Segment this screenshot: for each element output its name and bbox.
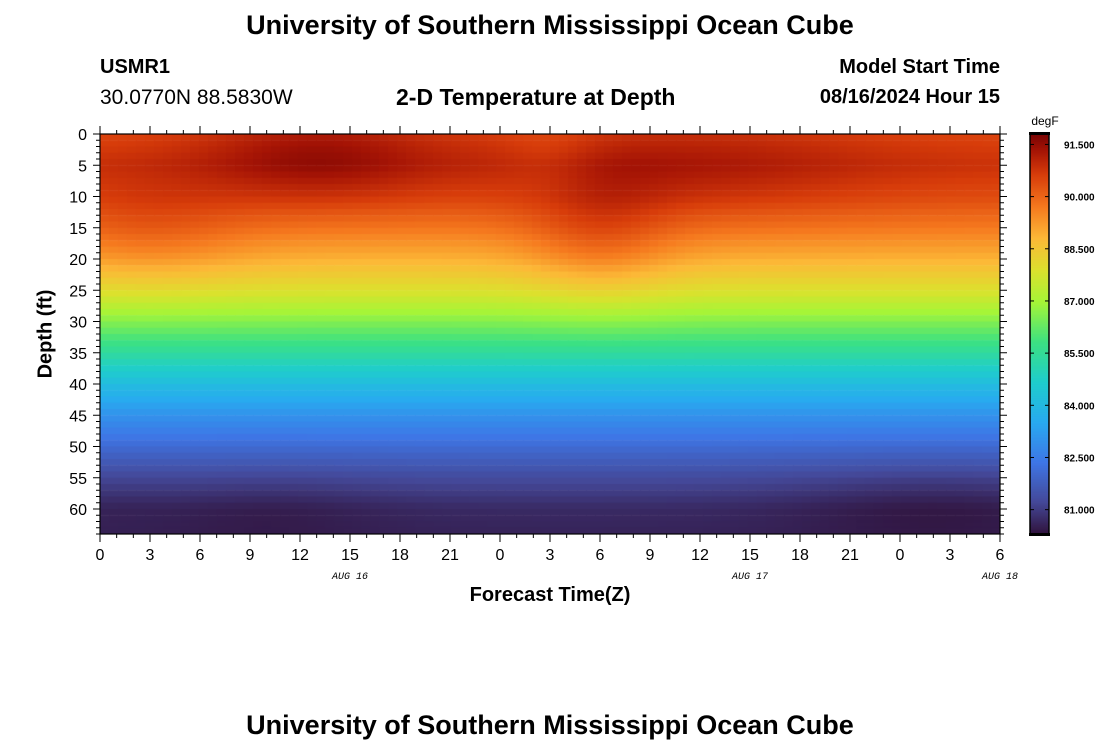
x-tick-label: 0 bbox=[496, 547, 505, 564]
x-tick-label: 0 bbox=[896, 547, 905, 564]
temperature-heatmap bbox=[100, 134, 1000, 534]
x-date-label: AUG 16 bbox=[331, 572, 368, 583]
x-tick-label: 6 bbox=[196, 547, 205, 564]
x-tick-label: 0 bbox=[96, 547, 105, 564]
page-title: University of Southern Mississippi Ocean… bbox=[246, 10, 854, 40]
y-tick-label: 60 bbox=[69, 502, 87, 519]
y-tick-label: 30 bbox=[69, 315, 87, 332]
colorbar-tick-label: 90.000 bbox=[1064, 193, 1095, 204]
colorbar-unit-label: degF bbox=[1031, 114, 1058, 128]
x-tick-label: 15 bbox=[741, 547, 759, 564]
y-tick-label: 20 bbox=[69, 252, 87, 269]
colorbar-tick-label: 84.000 bbox=[1064, 401, 1095, 412]
colorbar-gradient bbox=[1030, 134, 1049, 534]
x-tick-label: 9 bbox=[646, 547, 655, 564]
x-tick-label: 6 bbox=[596, 547, 605, 564]
colorbar: 91.500 90.000 88.500 87.000 85.500 84.000 82.5… bbox=[1029, 114, 1095, 536]
station-id: USMR1 bbox=[100, 56, 171, 78]
x-tick-label: 3 bbox=[946, 547, 955, 564]
x-tick-label: 3 bbox=[546, 547, 555, 564]
y-axis: 0 5 10 15 20 25 30 35 40 45 50 55 60 bbox=[69, 127, 1007, 535]
y-tick-label: 45 bbox=[69, 408, 87, 425]
colorbar-tick-label: 82.500 bbox=[1064, 453, 1095, 464]
x-axis-label: Forecast Time(Z) bbox=[469, 584, 631, 606]
x-tick-label: 9 bbox=[246, 547, 255, 564]
x-axis: 0 3 6 9 12 15 18 21 0 3 6 9 12 15 18 21 0 3 6 AUG 16 AUG 17 A… bbox=[96, 126, 1018, 583]
model-start-value: 08/16/2024 Hour 15 bbox=[819, 86, 1000, 108]
y-tick-label: 10 bbox=[69, 190, 87, 207]
colorbar-tick-label: 88.500 bbox=[1064, 245, 1095, 256]
x-tick-label: 3 bbox=[146, 547, 155, 564]
y-tick-label: 25 bbox=[69, 283, 87, 300]
y-tick-label: 55 bbox=[69, 471, 87, 488]
x-tick-label: 21 bbox=[841, 547, 859, 564]
y-tick-label: 15 bbox=[69, 221, 87, 238]
x-date-label: AUG 17 bbox=[731, 572, 768, 583]
y-tick-label: 35 bbox=[69, 346, 87, 363]
colorbar-tick-label: 91.500 bbox=[1064, 140, 1095, 151]
x-tick-label: 12 bbox=[691, 547, 709, 564]
colorbar-frame bbox=[1029, 133, 1050, 535]
colorbar-tick-label: 81.000 bbox=[1064, 506, 1095, 517]
y-tick-label: 5 bbox=[78, 158, 87, 175]
chart-subtitle: 2-D Temperature at Depth bbox=[396, 84, 676, 110]
x-tick-label: 6 bbox=[996, 547, 1005, 564]
x-tick-label: 15 bbox=[341, 547, 359, 564]
colorbar-cap-bottom bbox=[1029, 533, 1050, 536]
plot-frame bbox=[99, 133, 1001, 535]
station-coordinates: 30.0770N 88.5830W bbox=[100, 86, 293, 109]
y-tick-label: 0 bbox=[78, 127, 87, 144]
x-tick-label: 18 bbox=[791, 547, 809, 564]
x-tick-label: 12 bbox=[291, 547, 309, 564]
model-start-label: Model Start Time bbox=[839, 56, 1000, 78]
y-axis-label: Depth (ft) bbox=[34, 289, 57, 379]
colorbar-cap-top bbox=[1029, 132, 1050, 135]
x-date-label: AUG 18 bbox=[981, 572, 1018, 583]
y-tick-label: 50 bbox=[69, 440, 87, 457]
colorbar-tick-label: 87.000 bbox=[1064, 297, 1095, 308]
y-tick-label: 40 bbox=[69, 377, 87, 394]
x-tick-label: 18 bbox=[391, 547, 409, 564]
footer-title: University of Southern Mississippi Ocean… bbox=[246, 710, 854, 740]
colorbar-tick-label: 85.500 bbox=[1064, 349, 1095, 360]
x-tick-label: 21 bbox=[441, 547, 459, 564]
